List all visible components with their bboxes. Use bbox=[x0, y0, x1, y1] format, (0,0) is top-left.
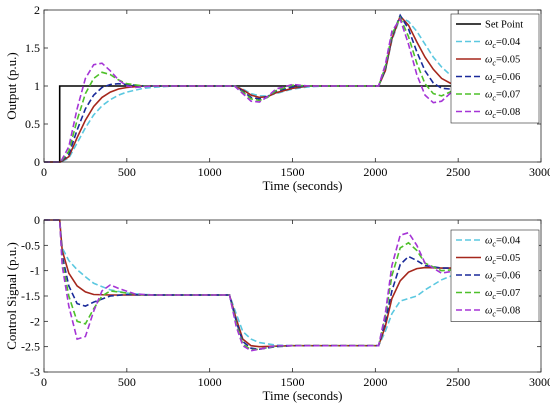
series-line-2-5 bbox=[44, 219, 467, 352]
x-tick-label: 1500 bbox=[281, 165, 305, 179]
y-tick-label: 0 bbox=[34, 213, 40, 227]
y-axis-label: Output (p.u.) bbox=[4, 52, 19, 120]
x-tick-label: 500 bbox=[118, 375, 136, 389]
legend-label: ωc=0.05 bbox=[485, 55, 520, 68]
y-tick-label: -0.5 bbox=[21, 238, 40, 252]
y-tick-label: 1 bbox=[34, 79, 40, 93]
legend: Set Point ωc=0.04 ωc=0.05 ωc=0.06 ωc=0.07 ωc=… bbox=[450, 13, 540, 124]
y-tick-label: 0 bbox=[34, 155, 40, 169]
x-tick-label: 1500 bbox=[281, 375, 305, 389]
legend-label: ωc=0.06 bbox=[485, 271, 520, 284]
legend-label: ωc=0.04 bbox=[485, 236, 521, 249]
legend-label: ωc=0.07 bbox=[485, 90, 520, 103]
x-tick-label: 3000 bbox=[529, 375, 550, 389]
chart-panel-1: 0 500 1000 1500 2000 2500 3000 0 0.5 1 1.5 2 Time (s… bbox=[4, 3, 550, 193]
series-line-1-2 bbox=[44, 16, 475, 163]
series-line-1-6 bbox=[44, 17, 475, 163]
x-tick-label: 0 bbox=[41, 375, 47, 389]
x-tick-label: 2500 bbox=[446, 165, 470, 179]
x-tick-label: 2000 bbox=[363, 165, 387, 179]
x-axis-label: Time (seconds) bbox=[262, 388, 342, 403]
series-line-2-3 bbox=[44, 219, 467, 351]
y-tick-label: -2 bbox=[30, 314, 40, 328]
x-tick-label: 2000 bbox=[363, 375, 387, 389]
legend-label: ωc=0.05 bbox=[485, 253, 520, 266]
series-line-2-1 bbox=[44, 219, 467, 347]
legend-label: ωc=0.06 bbox=[485, 72, 520, 85]
y-tick-label: 1.5 bbox=[25, 41, 40, 55]
legend-label: ωc=0.08 bbox=[485, 306, 520, 319]
x-tick-label: 1000 bbox=[198, 375, 222, 389]
y-tick-label: -1 bbox=[30, 264, 40, 278]
legend-box bbox=[450, 13, 540, 124]
legend: ωc=0.04 ωc=0.05 ωc=0.06 ωc=0.07 ωc=0.08 bbox=[450, 229, 540, 322]
y-tick-label: -3 bbox=[30, 365, 40, 379]
x-tick-label: 0 bbox=[41, 165, 47, 179]
legend-label: ωc=0.08 bbox=[485, 107, 520, 120]
legend-label: ωc=0.04 bbox=[485, 37, 521, 50]
x-tick-label: 1000 bbox=[198, 165, 222, 179]
chart-panel-2: 0 500 1000 1500 2000 2500 3000 0 -0.5 -1 -1.5 -2 -2.… bbox=[4, 213, 550, 403]
y-tick-label: -2.5 bbox=[21, 340, 40, 354]
legend-label: ωc=0.07 bbox=[485, 288, 520, 301]
y-tick-label: 2 bbox=[34, 3, 40, 17]
series-line-2-4 bbox=[44, 219, 467, 351]
y-axis-label: Control Signal (p.u.) bbox=[4, 242, 19, 350]
y-tick-label: 0.5 bbox=[25, 117, 40, 131]
y-tick-label: -1.5 bbox=[21, 289, 40, 303]
legend-label: Set Point bbox=[485, 20, 523, 31]
x-tick-label: 2500 bbox=[446, 375, 470, 389]
x-tick-label: 500 bbox=[118, 165, 136, 179]
series-line-2-2 bbox=[44, 219, 467, 348]
x-axis-label: Time (seconds) bbox=[262, 178, 342, 193]
x-tick-label: 3000 bbox=[529, 165, 550, 179]
